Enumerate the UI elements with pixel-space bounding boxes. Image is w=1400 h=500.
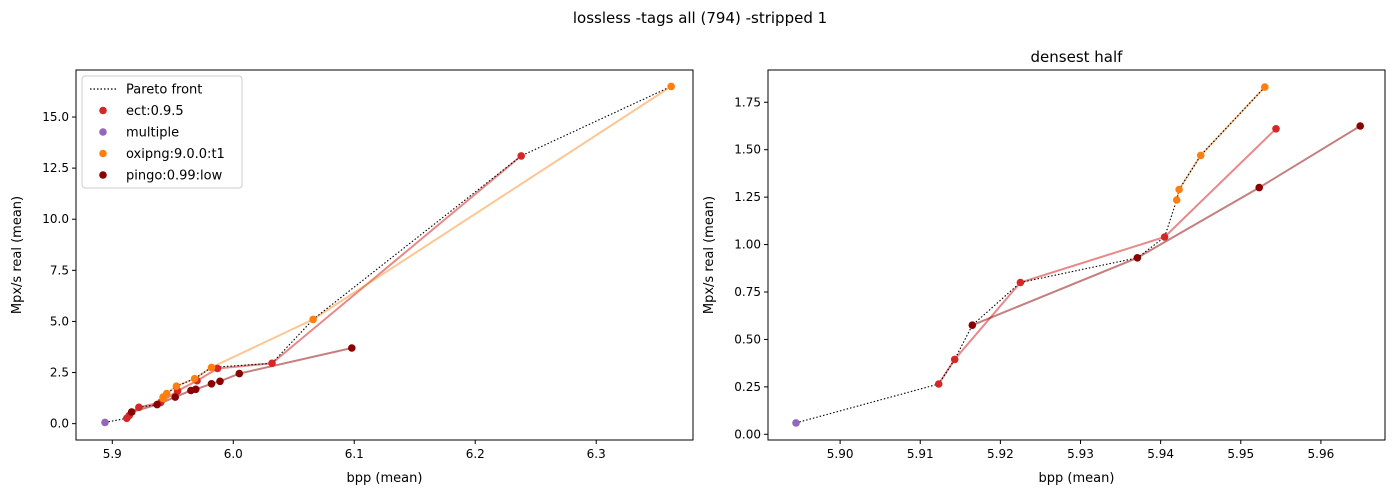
right-x-tick-label: 5.92 bbox=[987, 447, 1014, 461]
left-y-tick-label: 0.0 bbox=[50, 417, 69, 431]
left-x-tick-label: 6.3 bbox=[587, 447, 606, 461]
right-x-tick-label: 5.95 bbox=[1227, 447, 1254, 461]
left-x-tick-label: 5.9 bbox=[103, 447, 122, 461]
left-point-ect-0-9-5-7 bbox=[213, 364, 222, 373]
right-y-tick-label: 0.00 bbox=[734, 427, 761, 441]
right-point-oxipng-9-0-0-t1-2 bbox=[1196, 151, 1205, 160]
figure-suptitle: lossless -tags all (794) -stripped 1 bbox=[573, 9, 827, 27]
left-point-multiple-0 bbox=[101, 418, 109, 427]
left-point-oxipng-9-0-0-t1-5 bbox=[207, 363, 216, 372]
right-point-pingo-0-99-low-3 bbox=[1356, 122, 1364, 130]
right-y-tick-label: 0.50 bbox=[734, 332, 761, 346]
right-y-tick-label: 1.75 bbox=[734, 95, 761, 109]
right-x-tick-label: 5.96 bbox=[1308, 447, 1335, 461]
right-x-tick-label: 5.93 bbox=[1067, 447, 1094, 461]
right-x-tick-label: 5.91 bbox=[907, 447, 934, 461]
right-y-tick-label: 1.00 bbox=[734, 238, 761, 252]
left-y-axis-label: Mpx/s real (mean) bbox=[10, 196, 25, 314]
right-point-ect-0-9-5-3 bbox=[1160, 233, 1169, 241]
right-series-line-pingo-0-99-low bbox=[971, 125, 1361, 327]
left-point-oxipng-9-0-0-t1-2 bbox=[162, 389, 171, 398]
left-y-tick-label: 15.0 bbox=[42, 110, 69, 124]
right-point-pingo-0-99-low-2 bbox=[1255, 183, 1263, 192]
left-x-tick-label: 6.0 bbox=[224, 447, 243, 461]
right-point-multiple-0 bbox=[792, 419, 800, 427]
left-point-ect-0-9-5-9 bbox=[517, 152, 525, 160]
right-chart-title: densest half bbox=[1031, 48, 1124, 66]
left-point-oxipng-9-0-0-t1-6 bbox=[309, 315, 317, 324]
left-y-tick-label: 7.5 bbox=[50, 263, 69, 277]
legend-box bbox=[81, 75, 243, 189]
legend-swatch-ect-0-9-5 bbox=[99, 106, 107, 115]
right-point-pingo-0-99-low-0 bbox=[968, 321, 977, 330]
right-chart-densest-half: 5.90 5.91 5.92 5.93 5.94 5.95 5.96 0.00 0.25 0.50… bbox=[702, 48, 1386, 486]
right-point-ect-0-9-5-0 bbox=[934, 380, 943, 388]
left-chart: 5.9 6.0 6.1 6.2 6.3 0.0 2.5 5.0 7.5 10.0 12.5 15.0 b… bbox=[10, 69, 694, 486]
left-y-tick-label: 5.0 bbox=[50, 314, 69, 328]
legend-swatch-oxipng-9-0-0-t1 bbox=[99, 149, 107, 158]
left-point-pingo-0-99-low-0 bbox=[127, 408, 136, 416]
left-y-tick-label: 2.5 bbox=[50, 366, 69, 380]
right-x-tick-label: 5.90 bbox=[827, 447, 854, 461]
legend-swatch-pingo-0-99-low bbox=[99, 171, 107, 179]
legend-label-ect-0-9-5: ect:0.9.5 bbox=[126, 104, 184, 119]
legend-label-multiple: multiple bbox=[126, 126, 179, 141]
right-point-pingo-0-99-low-1 bbox=[1133, 253, 1142, 262]
right-point-ect-0-9-5-1 bbox=[950, 355, 959, 364]
right-x-axis-label: bpp (mean) bbox=[1039, 471, 1115, 486]
left-x-tick-label: 6.1 bbox=[345, 447, 364, 461]
left-point-oxipng-9-0-0-t1-7 bbox=[667, 82, 675, 91]
right-point-ect-0-9-5-2 bbox=[1016, 278, 1025, 287]
right-y-tick-label: 0.25 bbox=[734, 380, 761, 394]
legend-label-pingo-0-99-low: pingo:0.99:low bbox=[126, 169, 223, 184]
right-point-oxipng-9-0-0-t1-0 bbox=[1172, 196, 1181, 204]
left-x-axis-label: bpp (mean) bbox=[347, 471, 423, 486]
right-y-tick-label: 1.25 bbox=[734, 190, 761, 204]
left-point-pingo-0-99-low-8 bbox=[348, 344, 356, 352]
left-point-pingo-0-99-low-7 bbox=[235, 369, 244, 378]
right-axes-frame bbox=[767, 69, 1386, 441]
left-y-tick-label: 10.0 bbox=[42, 212, 69, 226]
legend: Pareto front ect:0.9.5 multiple oxipng:9.0.… bbox=[81, 75, 243, 189]
left-point-oxipng-9-0-0-t1-4 bbox=[190, 374, 199, 383]
left-point-pingo-0-99-low-1 bbox=[153, 400, 161, 409]
left-point-pingo-0-99-low-6 bbox=[216, 377, 224, 386]
legend-label-pareto-front: Pareto front bbox=[126, 83, 202, 98]
right-y-tick-label: 1.50 bbox=[734, 143, 761, 157]
left-point-pingo-0-99-low-5 bbox=[207, 380, 216, 388]
right-x-tick-label: 5.94 bbox=[1147, 447, 1174, 461]
right-point-oxipng-9-0-0-t1-3 bbox=[1261, 83, 1269, 91]
left-axes-frame bbox=[75, 69, 694, 441]
left-point-oxipng-9-0-0-t1-3 bbox=[172, 382, 181, 391]
left-y-tick-label: 12.5 bbox=[42, 161, 69, 175]
right-y-tick-label: 0.75 bbox=[734, 285, 761, 299]
right-y-axis-label: Mpx/s real (mean) bbox=[702, 196, 717, 314]
legend-label-oxipng-9-0-0-t1: oxipng:9.0.0:t1 bbox=[126, 147, 225, 162]
left-point-pingo-0-99-low-2 bbox=[171, 393, 179, 401]
left-point-ect-0-9-5-3 bbox=[135, 403, 143, 412]
right-point-oxipng-9-0-0-t1-1 bbox=[1175, 185, 1183, 194]
left-point-pingo-0-99-low-4 bbox=[192, 385, 200, 394]
right-point-ect-0-9-5-4 bbox=[1272, 125, 1280, 133]
left-x-tick-label: 6.2 bbox=[466, 447, 485, 461]
left-point-ect-0-9-5-8 bbox=[268, 359, 276, 368]
legend-swatch-multiple bbox=[99, 128, 107, 136]
